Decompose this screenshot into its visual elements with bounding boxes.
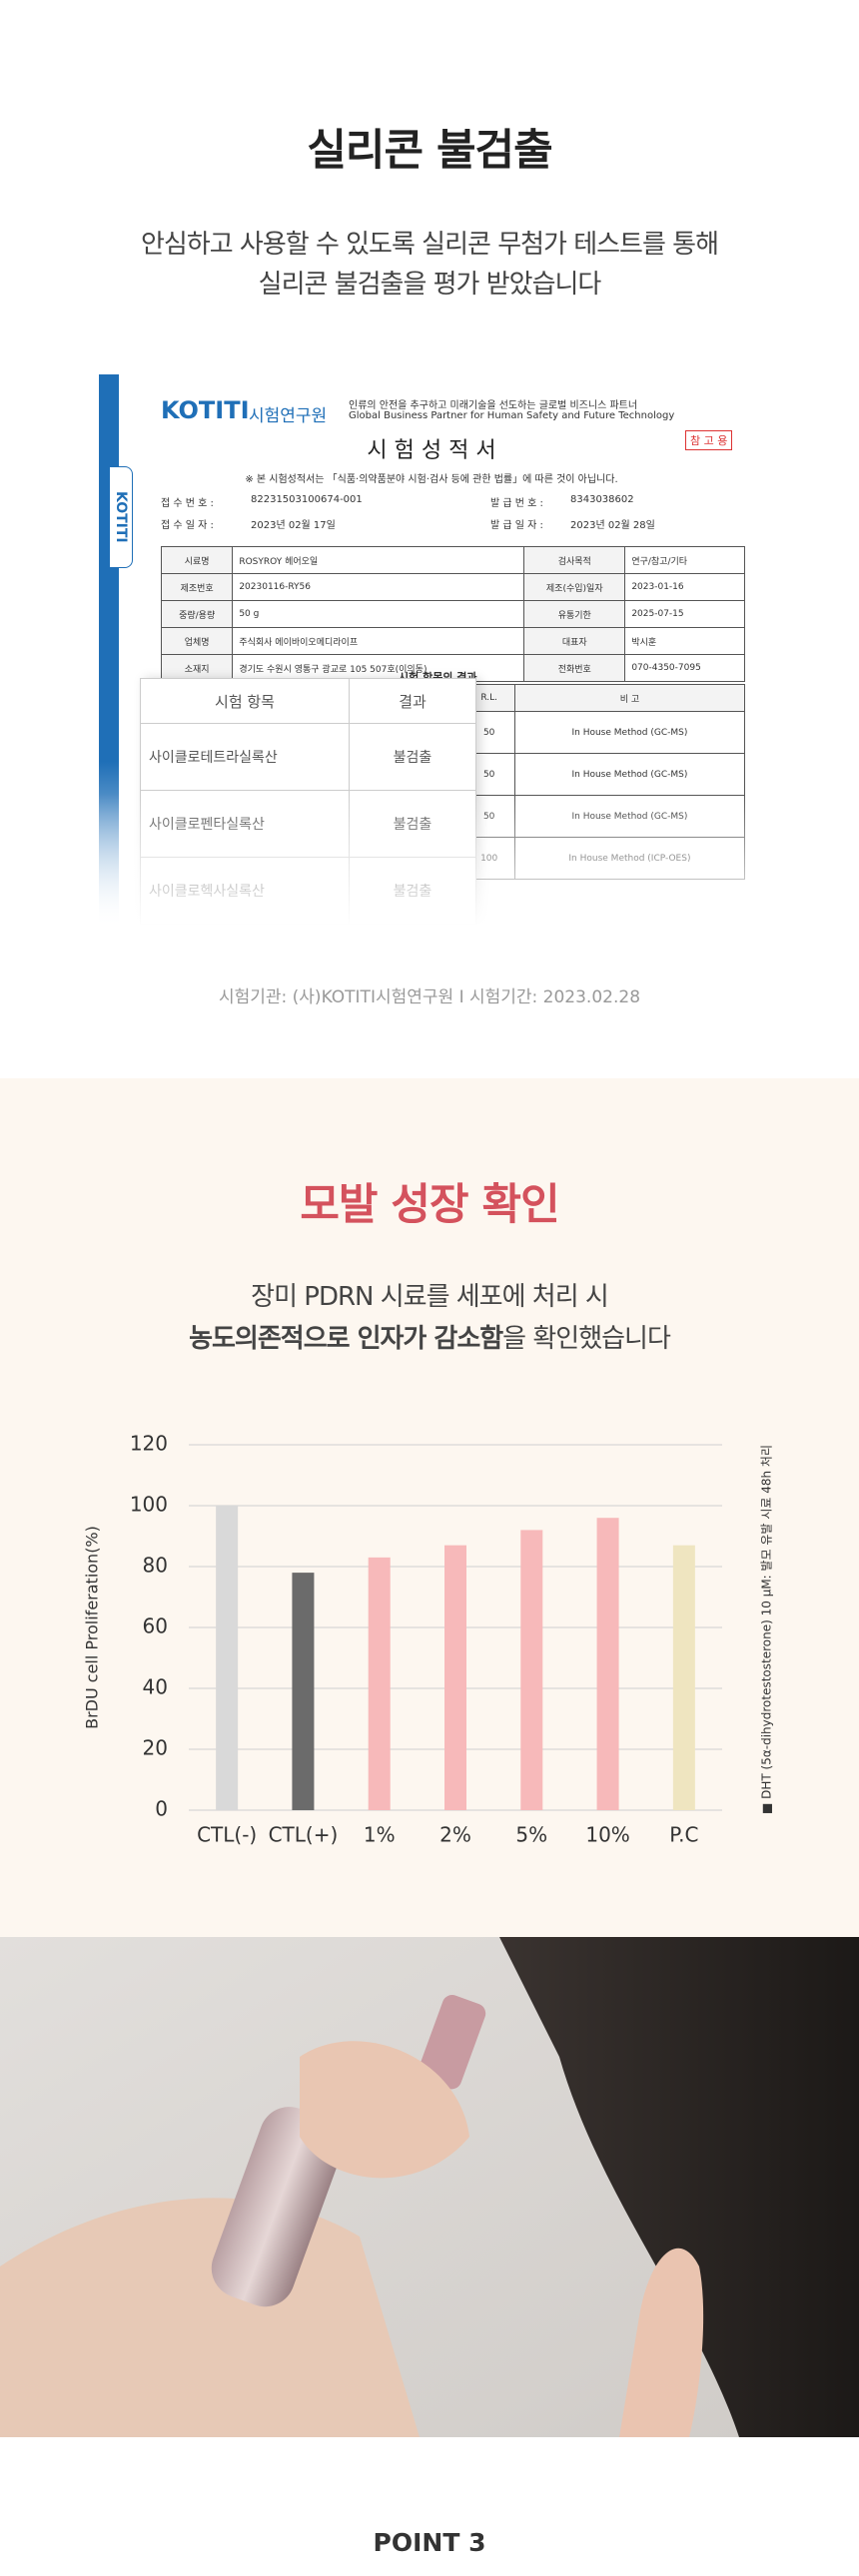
chart: BrDU cell Proliferation(%) ■ DHT (5α-dih… (83, 1432, 774, 1847)
bar (596, 1518, 619, 1810)
x-tick-label: 5% (515, 1823, 547, 1847)
info-value: 20230116-RY56 (232, 573, 525, 601)
meta-text: 발 급 일 자 : (490, 520, 543, 531)
shoulder (0, 2198, 420, 2437)
info-label: 제조번호 (160, 573, 234, 601)
front-header-cell: 결과 (349, 678, 476, 724)
x-tick-label: 2% (439, 1823, 471, 1847)
y-tick-label: 40 (143, 1675, 168, 1699)
info-row: 업체명 주식회사 에이바이오메디라이프 대표자 박시훈 (160, 627, 745, 655)
point-label: POINT 3 (373, 2528, 486, 2557)
info-row: 시료명 ROSYROY 헤어오일 검사목적 연구/참고/기타 (160, 546, 745, 574)
side-tab: KOTITI (109, 466, 133, 568)
stamp: 참 고 용 (685, 430, 733, 450)
x-tick-label: 1% (364, 1823, 396, 1847)
bar (368, 1557, 391, 1810)
info-value: 주식회사 에이바이오메디라이프 (232, 627, 525, 655)
info-value: 박시훈 (624, 627, 745, 655)
meta-text: 접 수 일 자 : (161, 520, 214, 531)
back-header-cell: 비 고 (513, 684, 746, 712)
info-label: 소재지 (160, 654, 234, 682)
bar (672, 1545, 695, 1810)
slogan: Global Business Partner for Human Safety… (349, 410, 675, 421)
info-value: ROSYROY 헤어오일 (232, 546, 525, 574)
front-cell: 사이클로테트라실록산 (140, 723, 350, 791)
info-label: 제조(수입)일자 (523, 573, 626, 601)
meta-text: 82231503100674-001 (251, 494, 363, 505)
section-title: 모발 성장 확인 (300, 1180, 559, 1230)
section-title: 실리콘 불검출 (307, 126, 552, 176)
front-header-cell: 시험 항목 (140, 678, 350, 724)
info-row: 소재지 경기도 수원시 영통구 광교로 105 507호(이의동) 전화번호 070-… (160, 654, 745, 682)
chart-note: ■ DHT (5α-dihydrotestosterone) 10 μM: 발모… (760, 1445, 774, 1814)
y-tick-label: 80 (143, 1554, 168, 1578)
x-tick-label: CTL(-) (197, 1823, 257, 1847)
info-label: 유통기한 (523, 600, 626, 628)
y-tick-label: 0 (155, 1797, 168, 1821)
info-label: 전화번호 (523, 654, 626, 682)
meta-text: 2023년 02월 17일 (251, 520, 336, 531)
meta-text: 2023년 02월 28일 (570, 520, 655, 531)
description: 을 확인했습니다 (502, 1324, 671, 1354)
hair (499, 1937, 859, 2437)
front-cell: 불검출 (349, 723, 476, 791)
bar (444, 1545, 466, 1810)
bar (520, 1530, 543, 1810)
slogan: 인류의 안전을 추구하고 미래기술을 선도하는 글로벌 비즈니스 파트너 (349, 400, 638, 411)
caption: 시험기관: (사)KOTITI시험연구원 I 시험기간: 2023.02.28 (218, 987, 641, 1007)
back-cell: In House Method (GC-MS) (513, 753, 746, 796)
org-name: 시험연구원 (249, 406, 328, 426)
logo: KOTITI (161, 396, 250, 424)
photo (0, 1937, 859, 2437)
doc-title: 시 험 성 적 서 (367, 438, 496, 463)
description: 실리콘 불검출을 평가 받았습니다 (258, 270, 602, 300)
meta-text: 8343038602 (570, 494, 634, 505)
description: 농도의존적으로 인자가 감소함을 확인했습니다 (0, 1318, 859, 1355)
bar (292, 1573, 315, 1810)
info-label: 대표자 (523, 627, 626, 655)
certificate: KOTITI KOTITI 시험연구원 인류의 안전을 추구하고 미래기술을 선… (99, 374, 764, 928)
y-tick-label: 20 (143, 1736, 168, 1760)
y-axis-label: BrDU cell Proliferation(%) (83, 1526, 102, 1729)
meta-text: 발 급 번 호 : (490, 498, 543, 509)
x-tick-label: 10% (585, 1823, 629, 1847)
info-value: 2025-07-15 (624, 600, 745, 628)
info-value: 070-4350-7095 (624, 654, 745, 682)
info-value: 경기도 수원시 영통구 광교로 105 507호(이의동) (232, 654, 525, 682)
bar (216, 1506, 239, 1810)
front-header: 시험 항목 결과 (140, 678, 476, 724)
back-cell: In House Method (GC-MS) (513, 711, 746, 754)
bottle-cap (418, 1995, 486, 2090)
info-label: 시료명 (160, 546, 234, 574)
info-row: 중량/용량 50 g 유통기한 2025-07-15 (160, 600, 745, 628)
description: 장미 PDRN 시료를 세포에 처리 시 (251, 1282, 609, 1312)
info-value: 연구/참고/기타 (624, 546, 745, 574)
front-row: 사이클로테트라실록산 불검출 (140, 723, 476, 791)
x-tick-label: P.C (669, 1823, 698, 1847)
info-row: 제조번호 20230116-RY56 제조(수입)일자 2023-01-16 (160, 573, 745, 601)
notice: ※ 본 시험성적서는 「식품·의약품분야 시험·검사 등에 관한 법률」에 따른… (245, 474, 618, 485)
hand (300, 2041, 469, 2179)
hand (619, 2248, 704, 2437)
bottle (211, 2107, 344, 2307)
y-tick-label: 120 (130, 1432, 168, 1456)
y-tick-label: 100 (130, 1493, 168, 1517)
fade (99, 794, 764, 928)
x-tick-label: CTL(+) (269, 1823, 339, 1847)
info-value: 2023-01-16 (624, 573, 745, 601)
info-table: 시료명 ROSYROY 헤어오일 검사목적 연구/참고/기타 제조번호 20230116-… (160, 546, 745, 682)
info-label: 검사목적 (523, 546, 626, 574)
meta-text: 접 수 번 호 : (161, 498, 214, 509)
info-label: 업체명 (160, 627, 234, 655)
info-value: 50 g (232, 600, 525, 628)
section-bg (0, 1078, 859, 1937)
description-bold: 농도의존적으로 인자가 감소함 (189, 1324, 503, 1354)
info-label: 중량/용량 (160, 600, 234, 628)
y-tick-label: 60 (143, 1614, 168, 1638)
description: 안심하고 사용할 수 있도록 실리콘 무첨가 테스트를 통해 (140, 230, 719, 260)
